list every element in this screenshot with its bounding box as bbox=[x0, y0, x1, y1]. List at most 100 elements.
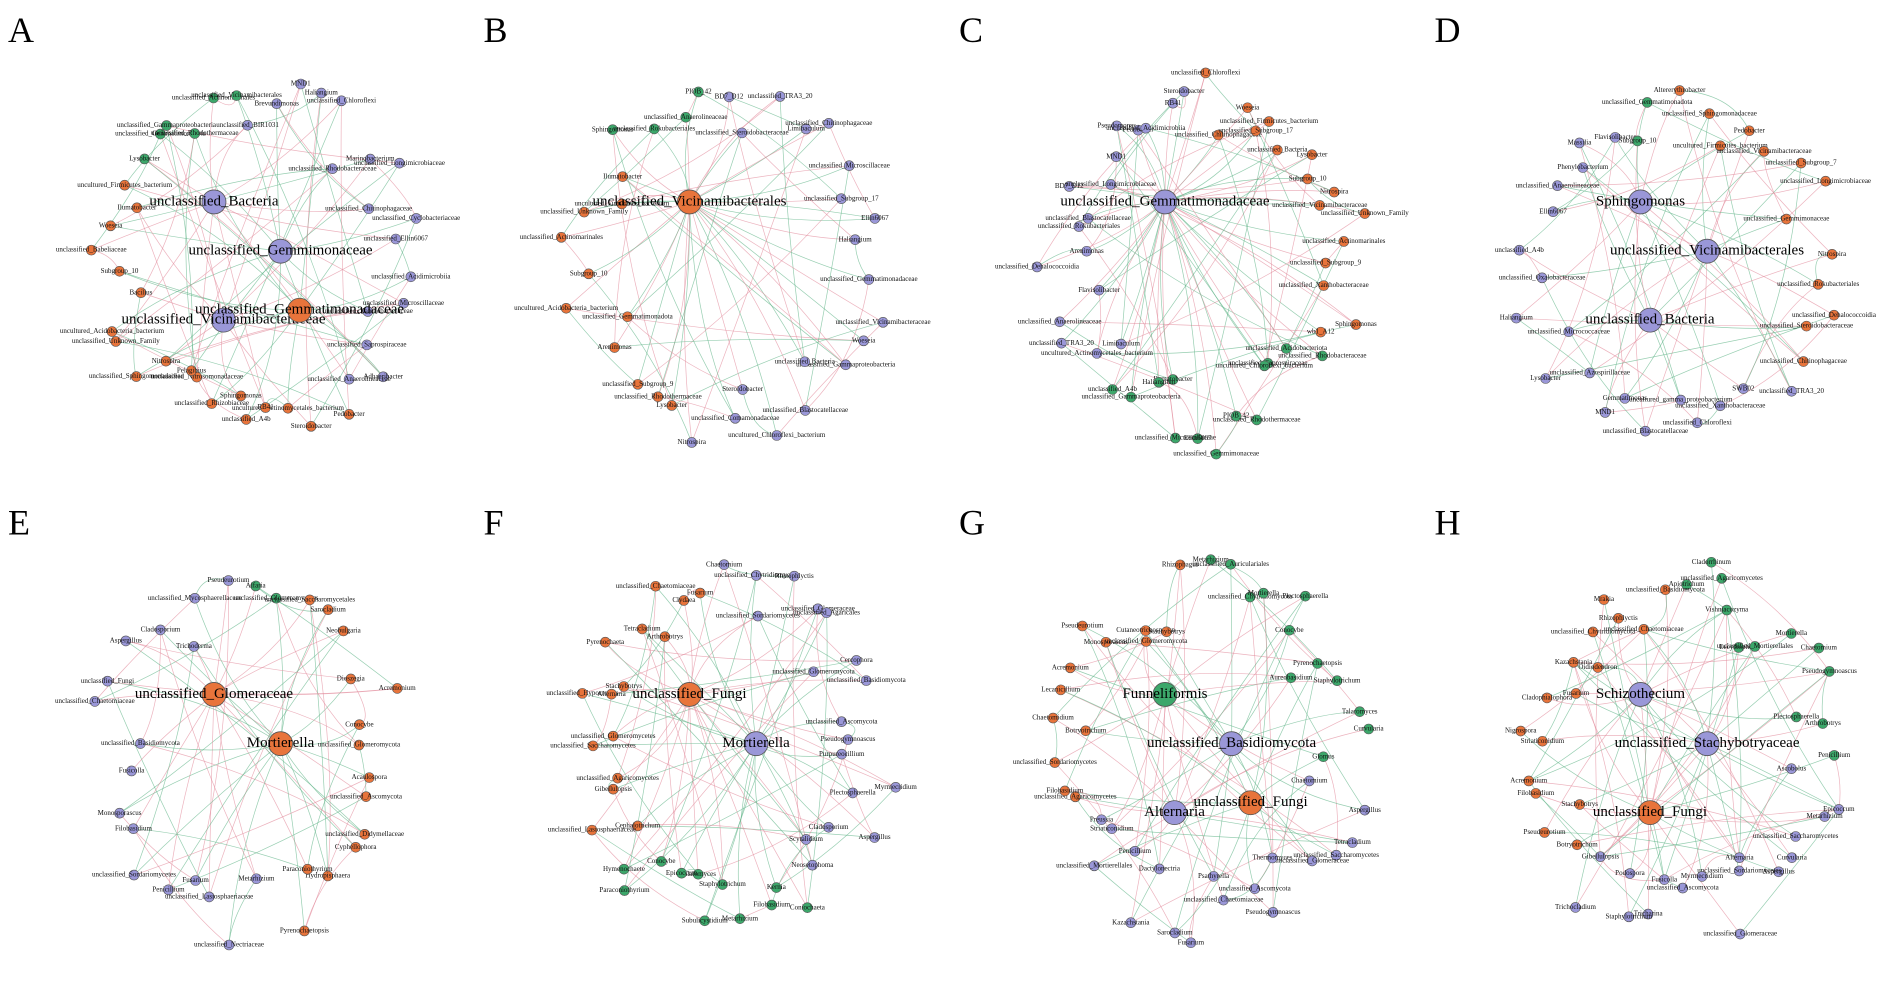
edge bbox=[689, 615, 759, 695]
node bbox=[858, 335, 869, 347]
edge bbox=[1036, 127, 1147, 268]
edge bbox=[755, 576, 795, 744]
node bbox=[607, 124, 618, 136]
node bbox=[1758, 146, 1770, 157]
edge bbox=[1070, 631, 1167, 669]
node-label: Clydaea bbox=[672, 596, 696, 604]
node-label: Alternaria bbox=[1725, 853, 1754, 861]
edge bbox=[1600, 816, 1825, 858]
node-label: unclassified_Acidimicrobiia bbox=[1106, 124, 1186, 132]
node-label: unclassified_Sordariomycetes bbox=[1013, 758, 1097, 766]
node-label: Staphylotrichum bbox=[1314, 676, 1361, 684]
edge bbox=[275, 598, 360, 746]
hub-label: unclassified_Fungi bbox=[632, 686, 746, 702]
node bbox=[1539, 827, 1550, 838]
node bbox=[1716, 573, 1727, 584]
edge bbox=[1323, 756, 1338, 856]
node bbox=[1624, 868, 1636, 879]
node-label: Chaetomium bbox=[1291, 777, 1328, 785]
node-label: unclassified_Saccharomycetes bbox=[1753, 832, 1839, 840]
node-label: unclassified_Saprospiraceae bbox=[327, 340, 406, 348]
node-label: unclassified_Chaetomiaceae bbox=[616, 582, 696, 590]
node-label: Arthrobotrys bbox=[647, 632, 683, 640]
node-label: Stachybotrys bbox=[1561, 800, 1598, 808]
node-label: Lysobacter bbox=[1297, 150, 1328, 158]
node-label: unclassified_Xanthobacteraceae bbox=[323, 307, 413, 315]
edge bbox=[1739, 809, 1840, 935]
hub-node bbox=[268, 731, 293, 757]
edge bbox=[213, 585, 257, 695]
node bbox=[1338, 236, 1350, 247]
node-label: Gemmatimonas bbox=[1603, 394, 1648, 402]
edge bbox=[1120, 201, 1166, 345]
node bbox=[1210, 448, 1222, 460]
node-label: Scytalidium bbox=[789, 835, 823, 843]
node-label: Sarocladium bbox=[310, 605, 346, 613]
node-label: unclassified_Dehalococcoidia bbox=[995, 263, 1080, 271]
node bbox=[1192, 433, 1203, 444]
edge bbox=[1164, 201, 1269, 364]
node bbox=[114, 807, 125, 819]
edge bbox=[1061, 201, 1166, 344]
edge bbox=[1120, 130, 1139, 345]
edge bbox=[1600, 646, 1756, 857]
edge bbox=[627, 201, 690, 317]
node-label: Neobulgaria bbox=[326, 627, 361, 635]
edge bbox=[755, 743, 829, 828]
node bbox=[652, 391, 664, 403]
node bbox=[327, 163, 338, 175]
hub-node bbox=[287, 297, 312, 323]
node-label: Metarhizium bbox=[238, 874, 275, 882]
edge bbox=[276, 103, 369, 210]
node bbox=[752, 610, 764, 622]
edge bbox=[1164, 201, 1357, 325]
node bbox=[823, 118, 835, 129]
edge bbox=[1706, 743, 1840, 810]
edge bbox=[1189, 876, 1214, 943]
node-label: unclassified_Xanthobacteraceae bbox=[1279, 281, 1369, 289]
edge bbox=[1640, 633, 1792, 695]
edge bbox=[1096, 331, 1321, 355]
node bbox=[618, 681, 630, 692]
edge bbox=[1628, 743, 1708, 917]
node bbox=[1826, 248, 1838, 260]
edge bbox=[741, 132, 856, 240]
edge bbox=[623, 600, 685, 687]
node-label: unclassified_Micrococcaceae bbox=[1528, 327, 1610, 335]
node-label: unclassified_Acidobacteriota bbox=[1245, 344, 1328, 352]
edge bbox=[1164, 201, 1217, 455]
node bbox=[1659, 874, 1670, 885]
edge bbox=[689, 201, 806, 411]
node bbox=[1734, 928, 1746, 940]
node-label: uncultured_Acidobacteria_bacterium bbox=[60, 327, 165, 335]
edge bbox=[236, 95, 350, 380]
edge bbox=[750, 575, 757, 744]
edge bbox=[140, 629, 161, 744]
node bbox=[1619, 393, 1631, 404]
node-label: Ellin6067 bbox=[1539, 207, 1567, 215]
node bbox=[734, 913, 746, 924]
edge bbox=[1145, 127, 1335, 193]
node-label: Kazachstania bbox=[1112, 918, 1150, 926]
edge bbox=[1060, 689, 1337, 856]
node bbox=[1570, 902, 1581, 913]
edge bbox=[133, 646, 195, 876]
hub-node bbox=[1628, 189, 1653, 215]
node bbox=[1623, 911, 1635, 923]
node-label: Flavisolibacter bbox=[1078, 286, 1120, 294]
node bbox=[648, 123, 660, 135]
edge bbox=[1640, 694, 1796, 837]
edge bbox=[1111, 694, 1166, 829]
edge bbox=[623, 753, 842, 870]
edge bbox=[689, 198, 842, 203]
node bbox=[1812, 279, 1824, 290]
edge bbox=[119, 743, 281, 814]
edge bbox=[1120, 213, 1366, 345]
edge bbox=[211, 310, 300, 404]
node-label: Pedobacter bbox=[1734, 126, 1766, 134]
edge bbox=[699, 592, 867, 681]
node bbox=[1110, 151, 1122, 163]
node bbox=[1595, 851, 1606, 863]
node bbox=[363, 772, 375, 783]
edge bbox=[1036, 201, 1166, 268]
